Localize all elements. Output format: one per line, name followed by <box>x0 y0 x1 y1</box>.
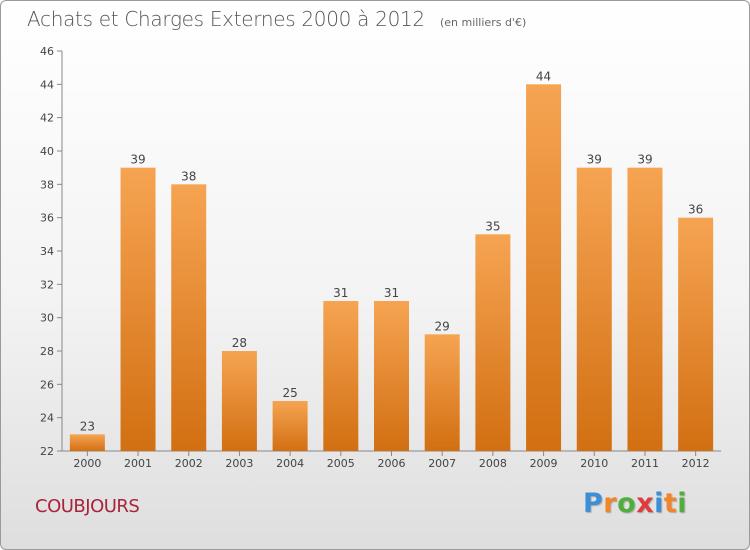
logo-letter: o <box>617 488 637 519</box>
x-tick-label: 2003 <box>225 457 253 470</box>
x-tick-label: 2004 <box>276 457 304 470</box>
logo-letter: x <box>636 488 655 519</box>
x-tick-label: 2006 <box>378 457 406 470</box>
y-tick-label: 28 <box>40 345 54 358</box>
x-tick-label: 2000 <box>73 457 101 470</box>
y-tick-label: 38 <box>40 178 54 191</box>
logo-letter: i <box>654 488 664 519</box>
data-label: 31 <box>384 286 399 300</box>
y-tick-label: 46 <box>40 45 54 58</box>
x-tick-label: 2001 <box>124 457 152 470</box>
x-tick-label: 2011 <box>631 457 659 470</box>
x-tick-label: 2009 <box>530 457 558 470</box>
logo-letter: i <box>677 488 688 519</box>
x-tick-label: 2002 <box>175 457 203 470</box>
y-tick-label: 40 <box>40 145 54 158</box>
data-label: 39 <box>587 153 602 167</box>
data-label: 29 <box>435 319 450 333</box>
bar-2006 <box>374 301 409 451</box>
x-tick-label: 2005 <box>327 457 355 470</box>
logo-letter: r <box>603 488 618 519</box>
bar-2011 <box>627 167 663 451</box>
data-label: 44 <box>536 69 551 83</box>
chart-title: Achats et Charges Externes 2000 à 2012 <box>27 7 425 31</box>
bar-2000 <box>69 434 105 451</box>
data-label: 25 <box>282 386 297 400</box>
logo-letter: P <box>583 488 604 519</box>
x-tick-label: 2008 <box>479 457 507 470</box>
bar-2010 <box>576 167 612 451</box>
bar-2007 <box>424 334 460 451</box>
bar-2001 <box>120 167 156 451</box>
bar-2002 <box>171 184 207 452</box>
data-label: 28 <box>232 336 247 350</box>
y-tick-label: 44 <box>40 78 54 91</box>
y-tick-label: 30 <box>40 312 54 325</box>
y-tick-label: 42 <box>40 112 54 125</box>
data-label: 35 <box>485 219 500 233</box>
proxiti-logo[interactable]: Proxiti <box>583 488 687 519</box>
y-tick-label: 24 <box>40 412 54 425</box>
data-label: 36 <box>688 203 703 217</box>
data-label: 38 <box>181 169 196 183</box>
bar-2012 <box>678 217 714 451</box>
y-tick-label: 36 <box>40 212 54 225</box>
y-tick-label: 26 <box>40 378 54 391</box>
bar-2005 <box>323 301 359 451</box>
bar-2008 <box>475 234 511 451</box>
data-label: 31 <box>333 286 348 300</box>
commune-name: COUBJOURS <box>35 496 140 517</box>
data-label: 39 <box>637 153 652 167</box>
data-label: 23 <box>80 419 95 433</box>
logo-letter: t <box>663 488 678 519</box>
y-tick-label: 32 <box>40 278 54 291</box>
bar-2009 <box>526 84 562 451</box>
x-tick-label: 2007 <box>428 457 456 470</box>
chart-subtitle: (en milliers d'€) <box>439 16 527 29</box>
bar-2004 <box>272 401 308 451</box>
x-tick-label: 2012 <box>682 457 710 470</box>
y-tick-label: 34 <box>40 245 54 258</box>
y-tick-label: 22 <box>40 445 54 458</box>
bar-2003 <box>221 351 257 451</box>
x-tick-label: 2010 <box>580 457 608 470</box>
title-row: Achats et Charges Externes 2000 à 2012 (… <box>27 7 526 31</box>
data-label: 39 <box>130 153 145 167</box>
